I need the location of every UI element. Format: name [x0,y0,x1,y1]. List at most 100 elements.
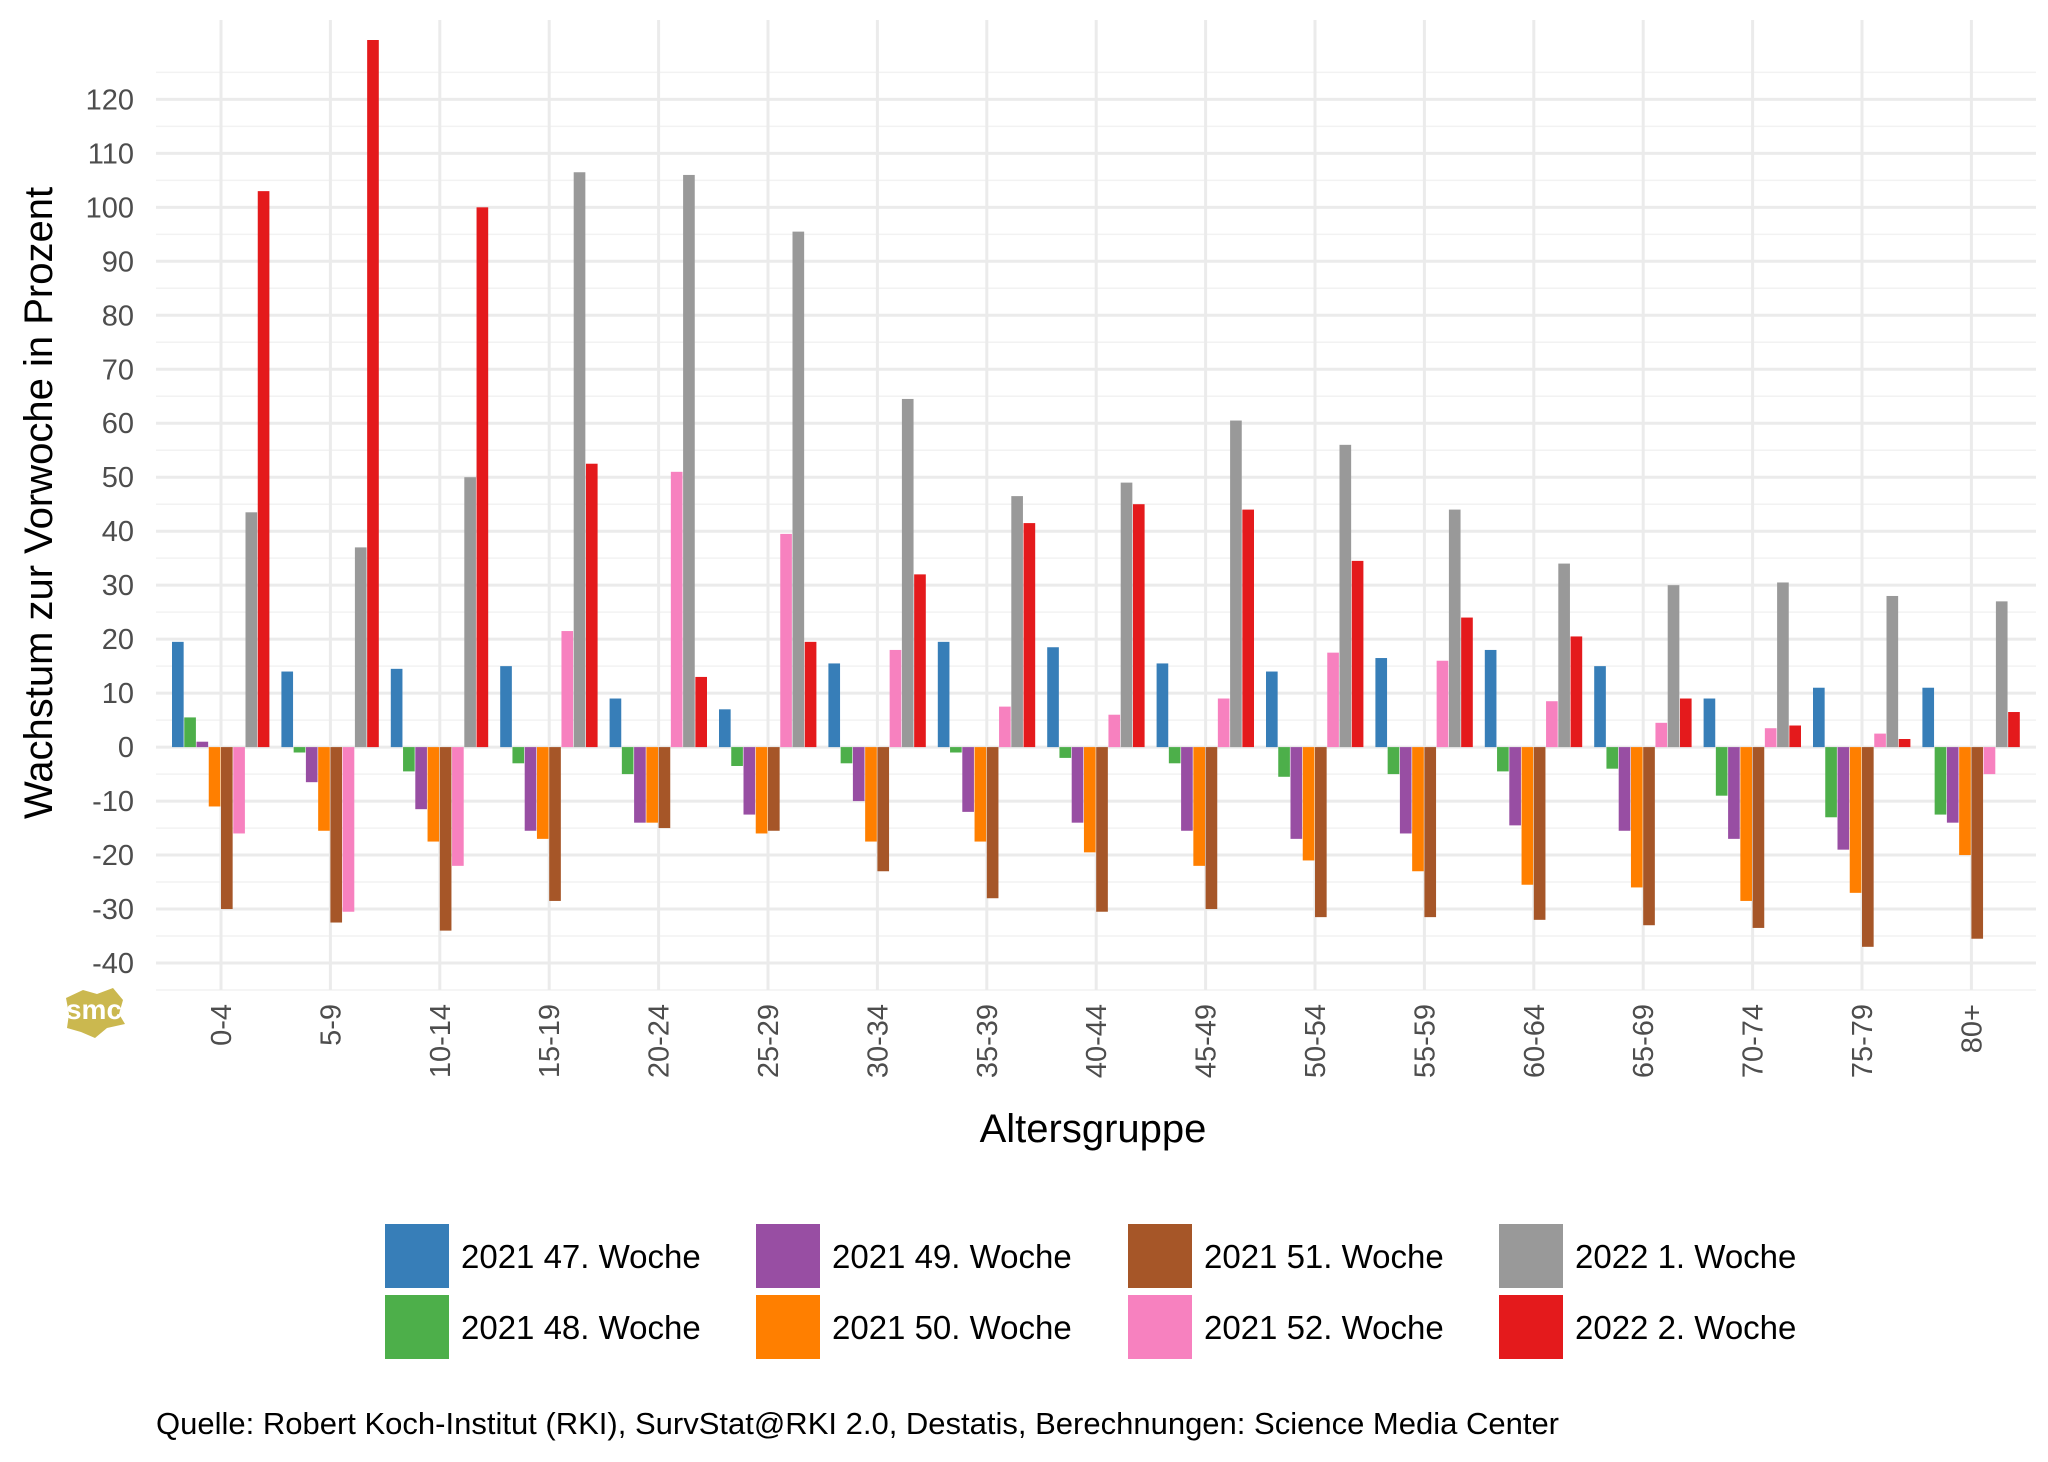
bar [937,641,950,748]
legend-swatch [385,1224,449,1288]
bar [293,747,306,753]
bar [1630,747,1643,888]
bar [1375,658,1388,748]
x-tick-label: 20-24 [644,1004,676,1078]
y-tick-label: 40 [102,516,134,548]
bar [1351,560,1364,748]
bar [1327,652,1339,748]
bar [561,631,574,748]
bar [1752,747,1765,928]
y-tick-label: 80 [102,300,134,332]
y-tick-label: 20 [102,624,134,656]
bar [1132,504,1145,748]
bar [439,747,452,931]
bar [1387,747,1400,775]
bar [683,174,695,748]
legend-swatch [1499,1224,1563,1288]
bar [1667,585,1680,748]
bar [1703,698,1716,748]
bar [828,663,841,748]
bar [233,747,245,834]
y-tick-label: 70 [102,354,134,386]
bar [1108,714,1121,748]
bar [634,747,646,823]
bar [1412,747,1424,872]
bar [1558,563,1570,748]
bar [464,477,476,748]
y-tick-label: 60 [102,408,134,440]
bar [536,747,549,839]
x-tick-label: 40-44 [1081,1004,1113,1078]
bar [743,747,756,815]
bar [1922,687,1935,748]
bar [342,747,355,912]
legend-label: 2021 52. Woche [1204,1309,1444,1346]
bar [1934,747,1947,815]
bar [1715,747,1728,796]
bar [1156,663,1169,748]
logo-text: smc [66,994,122,1025]
bar [609,698,622,748]
bar [1266,671,1278,748]
bar [1971,747,1984,939]
bar [1230,420,1242,748]
bar [731,747,743,766]
smc-logo: smc [66,988,125,1038]
bar [840,747,853,764]
bar [1071,747,1084,823]
bar [257,191,270,748]
bar [221,747,233,910]
bar [804,641,817,748]
x-tick-label: 10-14 [425,1004,457,1078]
bar [415,747,427,810]
bar [524,747,537,831]
bar [1120,482,1133,748]
bar [1023,523,1036,748]
bar [852,747,865,802]
bar [1205,747,1218,910]
legend-label: 2021 47. Woche [461,1238,701,1275]
bar [889,649,902,748]
y-tick-label: 50 [102,462,134,494]
y-tick-label: 120 [86,84,134,116]
legend-label: 2021 51. Woche [1204,1238,1444,1275]
x-tick-label: 30-34 [862,1004,894,1078]
bar [950,747,962,753]
bar [646,747,658,823]
x-tick-label: 55-59 [1409,1004,1441,1078]
bar [1497,747,1509,772]
x-tick-label: 35-39 [972,1004,1004,1078]
legend: 2021 47. Woche 2021 48. Woche 2021 49. Woc… [385,1224,1796,1359]
bar [1424,747,1437,918]
legend-label: 2021 49. Woche [832,1238,1072,1275]
x-tick-label: 65-69 [1628,1004,1660,1078]
y-tick-label: -30 [92,894,134,926]
caption: Quelle: Robert Koch-Institut (RKI), Surv… [156,1406,1559,1441]
bar [695,676,707,748]
bar [1399,747,1412,834]
bar [999,706,1011,748]
bar [1047,647,1059,748]
bar [1837,747,1850,850]
bar [1740,747,1752,901]
bar [573,172,586,748]
bar [1570,636,1583,748]
legend-swatch [385,1295,449,1359]
y-tick-label: -20 [92,840,134,872]
x-tick-label: 70-74 [1738,1004,1770,1078]
bar [367,40,379,748]
bar [1509,747,1521,826]
y-tick-label: 30 [102,570,134,602]
bar [1242,509,1254,748]
bar [1995,601,2008,748]
x-tick-label: 75-79 [1847,1004,1879,1078]
bar [208,747,221,807]
y-tick-label: 110 [88,138,134,170]
y-tick-label: -10 [92,786,134,818]
x-tick-label: 0-4 [206,1004,238,1046]
bar [1217,698,1230,748]
bar [768,747,780,831]
bar [1777,582,1789,748]
bar [962,747,974,812]
